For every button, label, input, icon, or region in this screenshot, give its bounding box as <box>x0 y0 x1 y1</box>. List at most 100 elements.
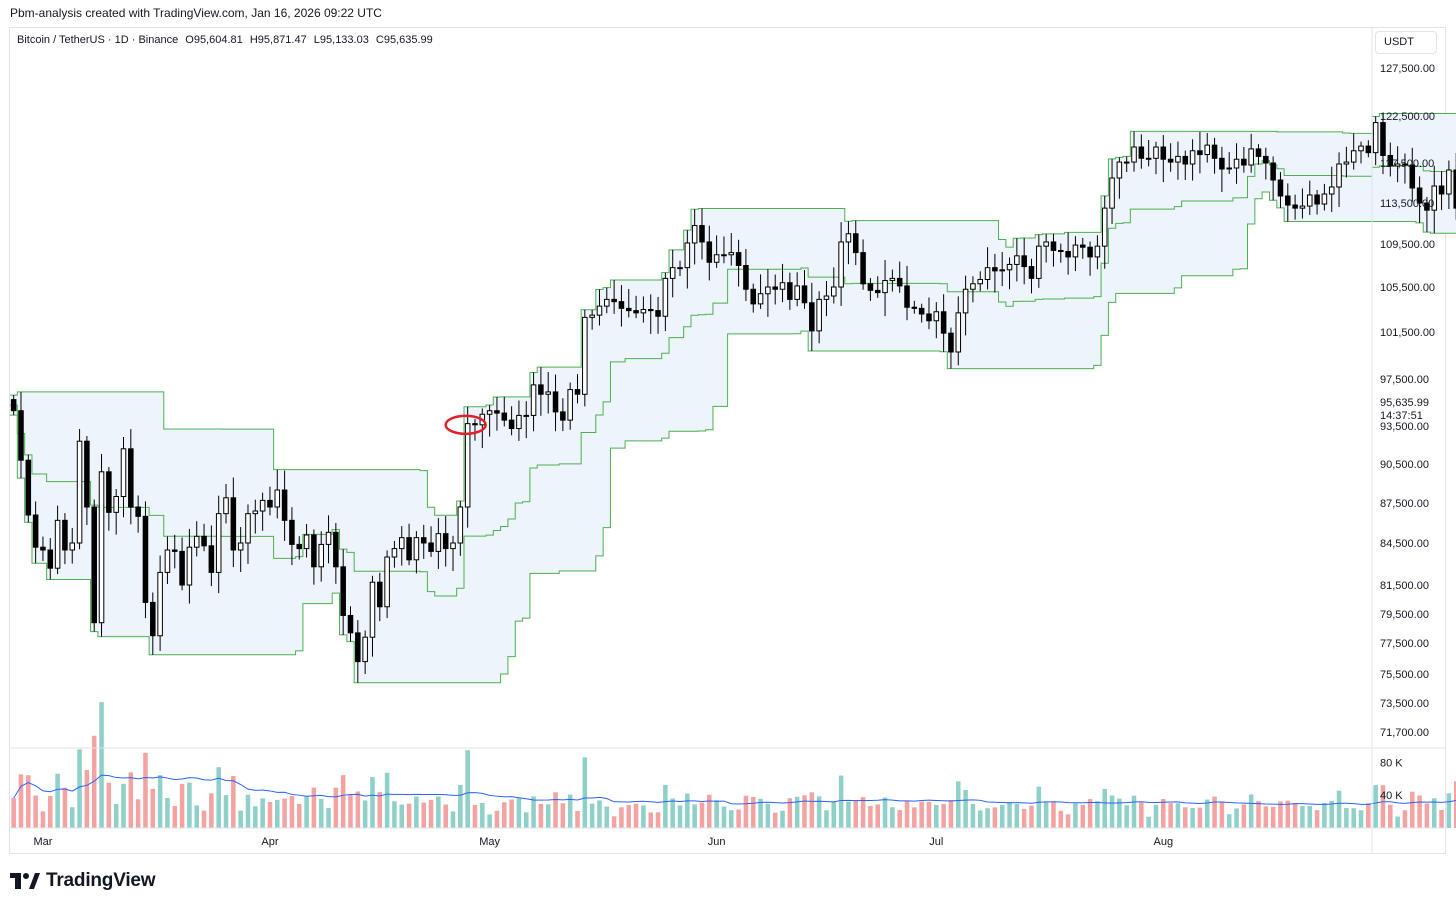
candle <box>801 269 808 309</box>
candle <box>450 535 456 572</box>
volume-bar <box>377 792 383 828</box>
volume-bar <box>824 810 829 828</box>
volume-bar <box>487 814 492 828</box>
candle <box>1065 232 1071 275</box>
candle <box>98 453 105 637</box>
candle <box>32 501 39 564</box>
candle <box>318 531 324 582</box>
candle <box>1079 237 1086 259</box>
candle <box>940 294 947 352</box>
candle <box>1285 183 1291 222</box>
volume-bar <box>1300 806 1305 828</box>
volume-bar <box>1329 801 1334 828</box>
candle <box>735 239 742 287</box>
candle <box>1424 196 1430 233</box>
candle <box>25 454 32 523</box>
candle <box>472 418 478 441</box>
volume-bar <box>399 804 405 828</box>
price-tick-label: 71,700.00 <box>1380 727 1429 739</box>
volume-bar <box>326 807 331 828</box>
volume-bar <box>977 810 983 828</box>
candle <box>728 233 735 266</box>
candle <box>464 406 471 528</box>
candle <box>1438 171 1445 211</box>
volume-bar <box>956 781 961 828</box>
volume-bar <box>1336 790 1342 828</box>
candle <box>1131 131 1137 172</box>
candle <box>1094 235 1101 270</box>
volume-bar <box>275 799 280 828</box>
volume-bar <box>179 783 185 828</box>
price-tick-label: 79,500.00 <box>1380 609 1429 621</box>
volume-bar <box>480 802 485 828</box>
annotations <box>444 414 487 436</box>
volume-bar <box>172 806 178 828</box>
volume-bar <box>626 805 632 828</box>
volume-bar <box>941 804 946 828</box>
symbol-name: Bitcoin / TetherUS · 1D · Binance <box>17 34 179 46</box>
volume-bar <box>1065 814 1071 828</box>
price-tick-label: 117,500.00 <box>1380 158 1434 170</box>
candle <box>677 260 683 277</box>
candle <box>852 220 859 266</box>
price-channel <box>10 112 1456 684</box>
ohlc-open: O95,604.81 <box>185 34 243 46</box>
candle <box>1087 241 1093 276</box>
candle <box>1255 144 1262 165</box>
candle <box>1263 147 1269 180</box>
candle <box>809 282 815 352</box>
volume-bar <box>414 796 419 828</box>
candle <box>1306 180 1313 215</box>
candle <box>208 525 215 587</box>
candle <box>179 537 185 591</box>
price-tick-label: 90,500.00 <box>1380 459 1429 471</box>
candle <box>215 495 222 594</box>
candle <box>552 374 559 432</box>
candle <box>831 267 837 304</box>
volume-bar <box>838 775 844 828</box>
candle <box>1365 140 1372 158</box>
candle <box>259 492 266 531</box>
candle <box>120 436 127 518</box>
tradingview-logo[interactable]: TradingView <box>10 870 156 892</box>
candle <box>1343 146 1350 178</box>
volume-bar <box>436 796 441 828</box>
candle <box>237 527 244 573</box>
price-tick-label: 113,500.00 <box>1380 198 1434 210</box>
volume-bar <box>1021 808 1027 828</box>
volume-bar <box>406 803 412 828</box>
volume-bar <box>1183 807 1188 828</box>
time-tick-label: Mar <box>33 836 52 848</box>
candle <box>669 249 676 298</box>
candle <box>91 499 97 632</box>
volume-bar <box>135 799 141 828</box>
chart-frame[interactable] <box>9 27 1446 854</box>
volume-bar <box>1366 803 1371 828</box>
candle <box>186 528 193 604</box>
candle <box>1116 157 1123 199</box>
volume-bar <box>1234 808 1239 828</box>
volume-bar <box>1278 801 1283 828</box>
volume-bar <box>1117 798 1122 828</box>
candle <box>896 261 903 293</box>
volume-bar <box>1314 810 1320 828</box>
candle <box>889 269 896 292</box>
breakout-highlight-circle <box>444 414 487 436</box>
candle <box>1189 139 1196 181</box>
candle <box>977 271 984 292</box>
candle <box>428 526 434 557</box>
volume-bar <box>77 749 82 828</box>
candle <box>157 555 163 651</box>
symbol-legend[interactable]: Bitcoin / TetherUS · 1D · Binance O95,60… <box>17 34 437 46</box>
time-tick-label: Jul <box>929 836 943 848</box>
currency-selector[interactable]: USDT <box>1375 31 1437 54</box>
volume-pane <box>11 702 1456 828</box>
candle <box>1109 158 1115 224</box>
candle <box>1021 237 1027 285</box>
volume-bar <box>677 805 683 828</box>
candle <box>962 275 969 336</box>
candle <box>106 467 112 531</box>
candle <box>40 536 46 562</box>
candle <box>655 296 661 334</box>
